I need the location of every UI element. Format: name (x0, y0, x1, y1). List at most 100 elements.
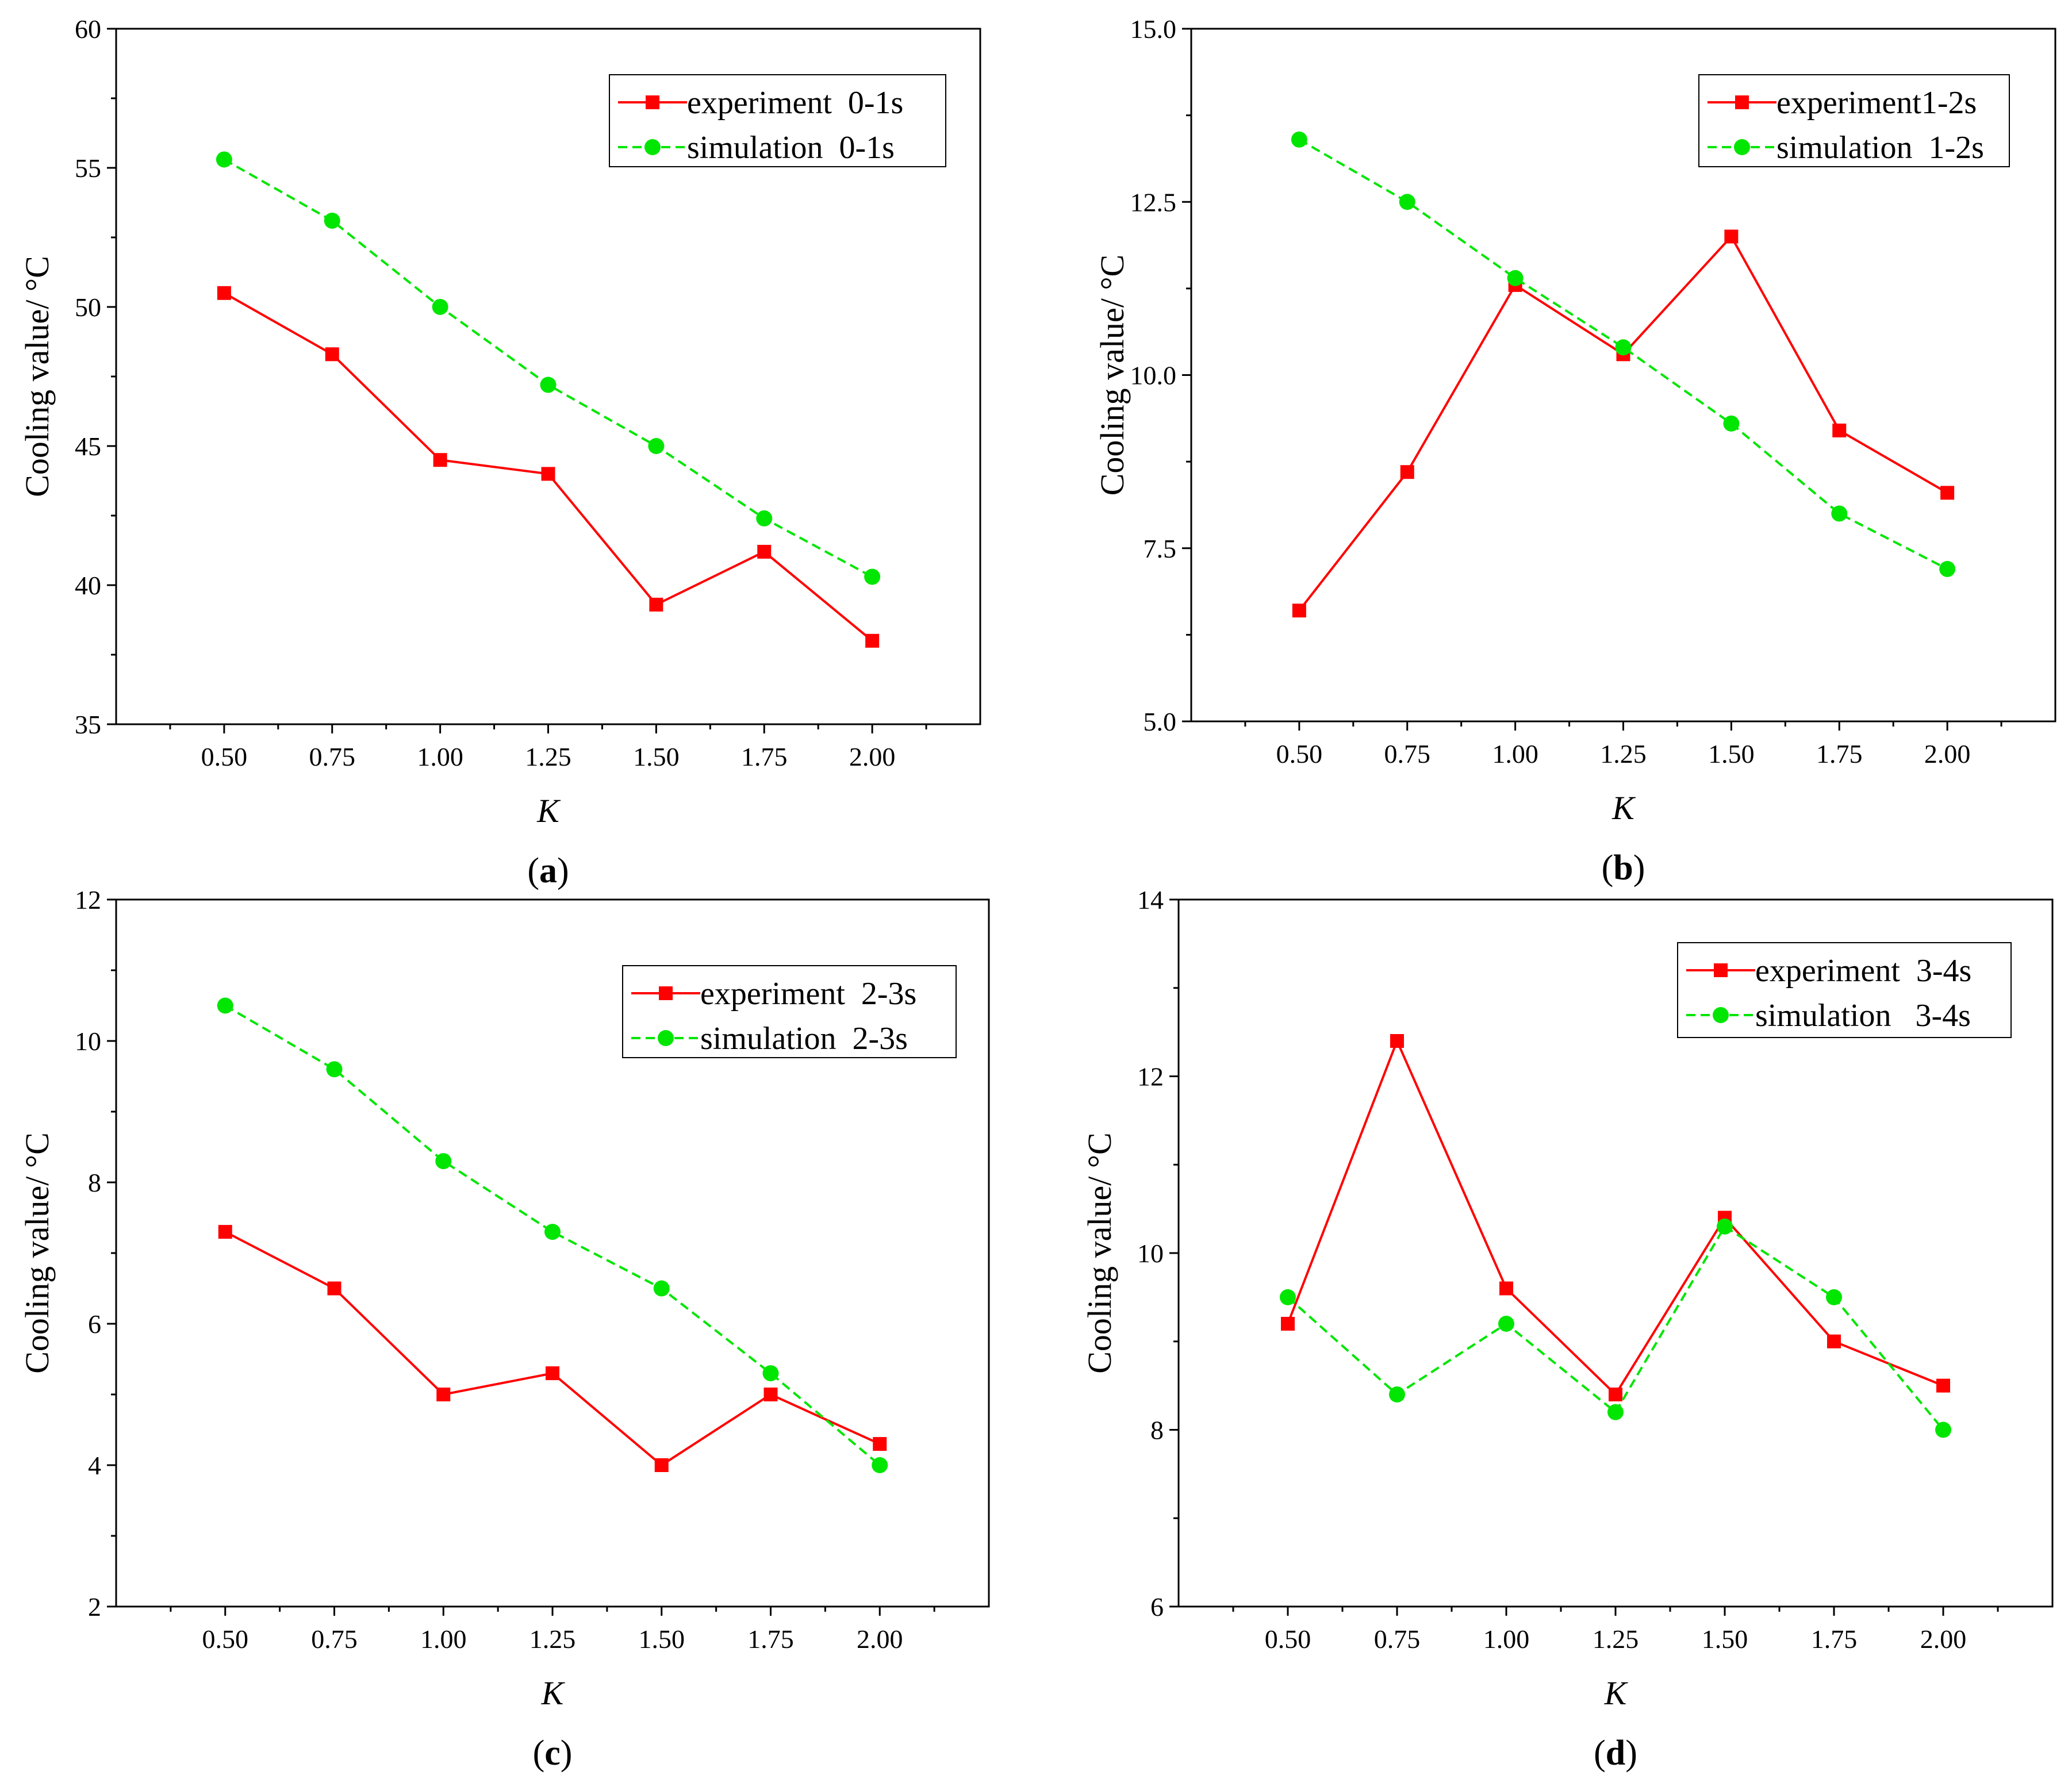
data-point-square (873, 1437, 887, 1451)
data-point-square (757, 544, 772, 559)
data-point-square (1724, 229, 1739, 244)
x-tick-label: 1.00 (1483, 1624, 1530, 1654)
data-point-square (763, 1388, 778, 1401)
x-tick-label: 1.75 (1816, 739, 1863, 769)
legend-label: simulation 3-4s (1755, 998, 1971, 1033)
panel-label: (a) (527, 851, 569, 890)
series-line-2 (223, 158, 873, 578)
legend-box (622, 965, 957, 1058)
data-point-circle (544, 1224, 561, 1240)
data-point-square (541, 467, 555, 481)
data-point-circle (326, 1061, 343, 1078)
legend-label: experiment 2-3s (700, 976, 916, 1012)
data-point-square (327, 1281, 342, 1296)
data-point-circle (540, 376, 557, 393)
x-tick-label: 0.50 (202, 1624, 249, 1654)
data-point-square (649, 597, 663, 612)
data-point-circle (653, 1280, 670, 1297)
y-tick-label: 10 (75, 1027, 101, 1056)
data-point-circle (1935, 1421, 1951, 1438)
legend: experiment1-2s simulation 1-2s (1698, 74, 2010, 167)
x-tick-label: 0.75 (1374, 1624, 1421, 1654)
y-tick-label: 15.0 (1130, 14, 1177, 44)
y-tick-label: 8 (1150, 1416, 1164, 1445)
legend-marker-circle (658, 1030, 674, 1046)
x-tick-label: 2.00 (857, 1624, 903, 1654)
x-tick-label: 0.75 (311, 1624, 358, 1654)
data-point-square (1499, 1281, 1513, 1296)
series-line-1 (1298, 235, 1948, 612)
legend-label: experiment1-2s (1776, 85, 1977, 121)
x-tick-label: 0.50 (1265, 1624, 1311, 1654)
y-tick-label: 12 (75, 885, 101, 915)
x-tick-label: 1.00 (420, 1624, 467, 1654)
legend-marker-square (659, 986, 673, 1000)
y-tick-label: 4 (88, 1451, 101, 1480)
data-point-square (654, 1458, 669, 1472)
data-point-circle (762, 1365, 779, 1382)
legend-marker-circle (1713, 1007, 1729, 1023)
series-line-1 (224, 1231, 881, 1467)
x-tick-label: 1.25 (1600, 739, 1647, 769)
y-axis-title: Cooling value/ °C (1093, 255, 1131, 496)
legend-box (1677, 942, 2012, 1038)
x-tick-label: 1.50 (1702, 1624, 1748, 1654)
y-tick-label: 12 (1137, 1062, 1164, 1092)
y-tick-label: 55 (75, 153, 101, 183)
x-tick-label: 2.00 (849, 742, 896, 771)
legend-marker-circle (644, 139, 661, 155)
data-point-circle (1280, 1289, 1296, 1305)
panel-label: (d) (1594, 1734, 1637, 1773)
panel-a: 35 40 45 50 55 60 0.50 0.75 1.00 1.25 1.50 1.75 2.00… (18, 14, 981, 890)
x-tick-label: 1.00 (1492, 739, 1538, 769)
data-point-square (1400, 465, 1414, 479)
x-axis-title: K (541, 1674, 566, 1712)
data-point-circle (1717, 1218, 1733, 1235)
y-tick-label: 5.0 (1144, 707, 1177, 736)
x-tick-label: 2.00 (1924, 739, 1971, 769)
data-point-circle (1607, 1404, 1624, 1420)
x-axis-title: K (1611, 789, 1636, 827)
series-line-1 (223, 292, 873, 642)
x-tick-label: 0.50 (201, 742, 248, 771)
x-tick-label: 1.50 (633, 742, 680, 771)
y-tick-label: 50 (75, 293, 101, 322)
x-tick-label: 1.75 (741, 742, 788, 771)
legend: experiment 3-4s simulation 3-4s (1677, 942, 2012, 1038)
data-point-square (1940, 486, 1955, 500)
data-point-square (217, 286, 231, 300)
data-point-square (865, 633, 880, 648)
panel-label: (c) (533, 1734, 573, 1773)
data-point-circle (1498, 1316, 1514, 1332)
data-point-circle (435, 1153, 452, 1170)
data-point-circle (1615, 339, 1632, 356)
legend-marker-square (1714, 963, 1728, 977)
x-axis-title: K (1604, 1674, 1629, 1712)
y-axis-title: Cooling value/ °C (18, 256, 56, 497)
data-point-circle (756, 510, 773, 527)
panel-label: (b) (1602, 848, 1645, 887)
data-point-circle (216, 151, 232, 168)
data-point-circle (864, 568, 881, 585)
y-tick-label: 40 (75, 571, 101, 600)
x-tick-label: 1.25 (529, 1624, 576, 1654)
x-tick-label: 1.50 (639, 1624, 685, 1654)
data-point-square (546, 1366, 559, 1381)
data-point-circle (1831, 505, 1848, 522)
data-point-circle (1723, 415, 1740, 432)
data-point-square (1936, 1378, 1950, 1393)
y-tick-label: 45 (75, 432, 101, 461)
legend-marker-square (646, 95, 659, 109)
data-point-circle (1507, 270, 1524, 286)
data-point-square (436, 1388, 451, 1401)
data-point-square (1390, 1034, 1404, 1048)
legend-marker-circle (1734, 139, 1750, 155)
y-tick-label: 10 (1137, 1239, 1164, 1268)
legend-label: experiment 0-1s (687, 85, 903, 121)
x-tick-label: 1.00 (417, 742, 463, 771)
data-point-circle (1389, 1386, 1405, 1403)
data-point-circle (1291, 131, 1307, 148)
data-point-square (325, 347, 339, 362)
data-point-circle (872, 1457, 888, 1473)
